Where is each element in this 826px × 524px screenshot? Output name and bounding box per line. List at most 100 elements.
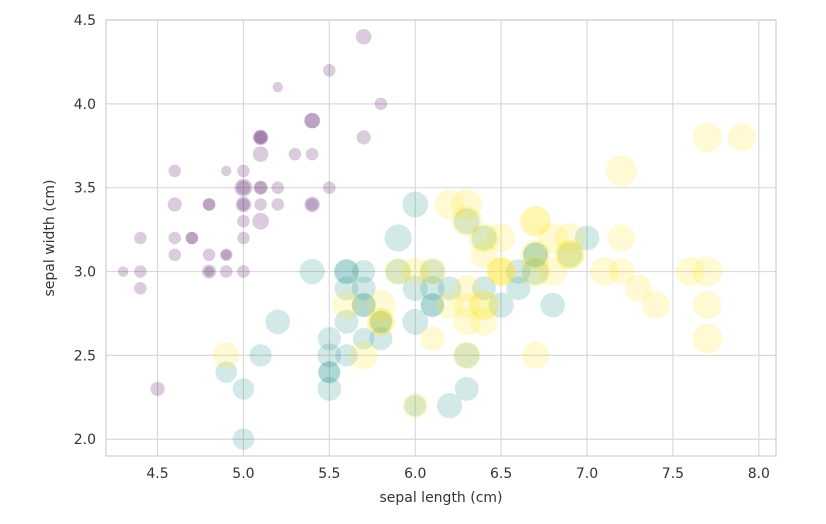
data-point-virginica [554, 239, 585, 270]
data-point-versicolor [453, 208, 480, 235]
data-point-virginica [349, 341, 378, 370]
data-point-setosa [201, 264, 217, 279]
data-point-versicolor [437, 276, 462, 301]
data-point-virginica [537, 222, 568, 254]
x-tick-label: 7.0 [576, 466, 598, 482]
y-tick-label: 3.5 [74, 181, 96, 197]
data-point-versicolor [351, 293, 376, 318]
data-point-versicolor [317, 327, 341, 351]
data-point-virginica [212, 342, 240, 369]
data-point-virginica [692, 122, 723, 153]
data-point-versicolor [420, 293, 445, 318]
data-point-virginica [520, 239, 551, 271]
data-point-virginica [418, 257, 447, 286]
data-point-setosa [252, 146, 269, 162]
data-point-versicolor [265, 309, 291, 335]
data-point-versicolor [369, 310, 393, 334]
data-point-setosa [237, 265, 250, 278]
data-point-virginica [366, 307, 395, 336]
data-point-virginica [486, 257, 516, 286]
data-point-virginica [555, 240, 585, 270]
data-point-virginica [727, 123, 756, 152]
data-point-setosa [168, 231, 181, 245]
x-tick-label: 7.5 [662, 466, 684, 482]
y-tick-label: 4.5 [74, 13, 96, 29]
data-point-setosa [219, 248, 233, 262]
data-point-setosa [203, 266, 215, 277]
data-point-setosa [374, 97, 388, 111]
data-point-setosa [185, 231, 199, 245]
data-point-versicolor [506, 259, 531, 284]
data-point-versicolor [318, 360, 341, 384]
data-point-virginica [435, 291, 464, 319]
x-tick-label: 6.0 [404, 466, 426, 482]
data-point-virginica [520, 256, 551, 287]
data-point-virginica [538, 257, 568, 287]
data-point-virginica [607, 224, 635, 252]
y-tick-label: 2.0 [74, 432, 96, 448]
data-point-virginica [521, 341, 550, 369]
data-point-setosa [304, 112, 320, 129]
data-point-versicolor [488, 292, 514, 318]
data-point-versicolor [384, 224, 412, 252]
data-point-setosa [355, 28, 372, 45]
y-tick-label: 3.0 [74, 265, 96, 281]
data-point-setosa [134, 282, 147, 295]
data-point-virginica [519, 205, 552, 237]
data-point-virginica [469, 290, 499, 320]
data-point-setosa [234, 178, 253, 197]
data-point-versicolor [335, 344, 358, 367]
data-point-setosa [236, 180, 251, 195]
data-point-setosa [134, 231, 147, 245]
data-point-versicolor [334, 259, 359, 284]
data-point-setosa [202, 248, 216, 262]
data-point-setosa [356, 130, 371, 145]
data-point-virginica [453, 274, 481, 302]
data-point-versicolor [299, 258, 325, 285]
data-point-virginica [692, 256, 723, 287]
data-point-setosa [304, 196, 320, 213]
data-point-versicolor [420, 276, 445, 301]
data-point-virginica [332, 290, 361, 320]
data-point-setosa [168, 248, 181, 262]
data-point-virginica [451, 189, 483, 220]
data-point-versicolor [574, 225, 600, 251]
data-point-setosa [167, 197, 182, 212]
data-point-versicolor [402, 308, 429, 335]
data-point-setosa [254, 131, 267, 144]
data-point-virginica [624, 274, 653, 302]
data-point-virginica [420, 326, 445, 351]
data-point-setosa [323, 181, 336, 194]
data-point-versicolor [402, 275, 428, 301]
data-point-setosa [237, 231, 250, 245]
data-point-versicolor [522, 242, 549, 268]
data-point-setosa [237, 198, 250, 211]
data-point-versicolor [506, 276, 531, 301]
data-point-versicolor [333, 258, 360, 285]
data-point-virginica [434, 189, 465, 220]
data-point-versicolor [317, 376, 342, 401]
data-point-versicolor [317, 343, 342, 368]
data-point-setosa [134, 265, 147, 278]
data-point-versicolor [540, 292, 565, 318]
plot-frame [105, 19, 777, 457]
data-point-setosa [235, 196, 252, 213]
data-point-setosa [323, 64, 336, 77]
data-point-virginica [365, 289, 397, 321]
data-point-virginica [589, 257, 619, 287]
data-point-versicolor [334, 309, 359, 334]
data-point-virginica [521, 206, 550, 236]
data-point-setosa [254, 181, 267, 194]
data-point-setosa [237, 164, 250, 178]
data-point-setosa [252, 129, 269, 146]
data-point-versicolor [557, 242, 583, 268]
data-point-versicolor [370, 311, 392, 333]
x-tick-label: 8.0 [748, 466, 770, 482]
data-point-versicolor [249, 344, 272, 367]
data-point-virginica [452, 341, 481, 370]
data-point-virginica [486, 223, 516, 253]
data-point-virginica [453, 308, 481, 336]
data-point-setosa [202, 198, 216, 211]
data-point-versicolor [454, 376, 479, 401]
